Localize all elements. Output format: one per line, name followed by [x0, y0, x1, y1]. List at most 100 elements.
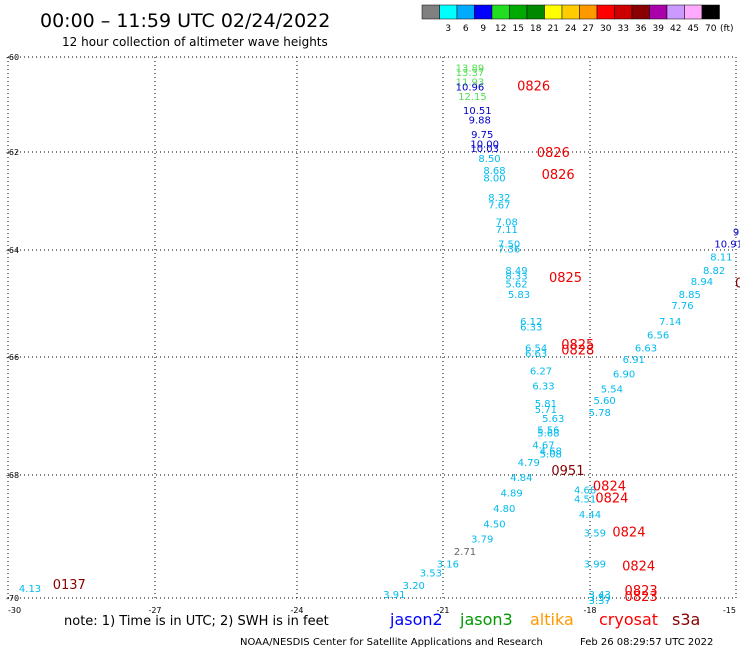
pass-time-label: 0951	[551, 464, 584, 479]
scale-label: 27	[583, 24, 594, 34]
scale-label: 6	[463, 24, 469, 34]
wave-height-label: 4.13	[19, 584, 41, 595]
satellite-jason2: jason2	[389, 610, 443, 629]
wave-height-label: 3.43	[589, 590, 611, 601]
wave-height-label: 5.81	[535, 399, 557, 410]
axis-ticks: -60 -62 -64 -66 -68 -70 -30 -27 -24 -21 -18 -15	[6, 53, 736, 615]
scale-swatch	[491, 4, 510, 20]
pass-time-label: 0823	[625, 584, 658, 599]
wave-height-label: 10.51	[463, 106, 492, 117]
scale-label: 12	[495, 24, 506, 34]
wave-height-label: 11.93	[456, 78, 485, 89]
scale-label: 30	[600, 24, 612, 34]
pass-time-label: 0824	[595, 492, 628, 507]
scale-swatch	[614, 4, 633, 20]
pass-time-label: 0824	[622, 559, 655, 574]
wave-height-label: 7.14	[659, 317, 681, 328]
wave-height-label: 6.90	[613, 370, 635, 381]
scale-swatch	[684, 4, 703, 20]
wave-height-label: 8.49	[505, 266, 527, 277]
footer-credit: NOAA/NESDIS Center for Satellite Applica…	[240, 637, 543, 648]
footer-note: note: 1) Time is in UTC; 2) SWH is in fe…	[64, 614, 329, 629]
lat-tick-label: -64	[6, 246, 19, 255]
wave-height-label: 8.94	[691, 277, 713, 288]
wave-height-label: 4.51	[574, 495, 596, 506]
scale-label: 3	[445, 24, 451, 34]
wave-height-label: 5.68	[537, 429, 559, 440]
wave-height-label: 5.78	[589, 408, 611, 419]
wave-height-label: 6.12	[520, 317, 542, 328]
scale-swatch	[544, 4, 563, 20]
scale-swatch	[474, 4, 493, 20]
scale-label: 36	[635, 24, 647, 34]
wave-height-label: 9.75	[471, 130, 493, 141]
scale-swatch	[666, 4, 685, 20]
lon-tick-label: -30	[8, 606, 21, 615]
lat-tick-label: -66	[6, 353, 19, 362]
satellite-cryosat: cryosat	[599, 610, 658, 629]
wave-height-label: 7.36	[498, 245, 520, 256]
wave-height-label: 6.54	[525, 344, 547, 355]
wave-height-label: 7.76	[671, 301, 693, 312]
wave-height-label: 6.27	[530, 367, 552, 378]
wave-height-label: 4.44	[579, 510, 601, 521]
pass-time-label: 0137	[53, 578, 86, 593]
scale-label: 33	[618, 24, 629, 34]
wave-height-label: 7.67	[488, 200, 510, 211]
satellite-s3a: s3a	[672, 610, 700, 629]
wave-height-label: 9.8	[733, 227, 740, 238]
footer-timestamp: Feb 26 08:29:57 UTC 2022	[580, 637, 713, 648]
wave-height-label: 3.20	[403, 581, 425, 592]
scale-label: 70	[705, 24, 717, 34]
wave-height-label: 5.56	[537, 426, 559, 437]
pass-time-label: 0823	[625, 590, 658, 605]
wave-height-label: 5.83	[508, 290, 530, 301]
wave-height-label: 3.16	[437, 559, 459, 570]
wave-height-label: 3.91	[383, 590, 405, 601]
wave-height-label: 5.71	[535, 405, 557, 416]
wave-height-label: 4.67	[532, 440, 554, 451]
lon-tick-label: -18	[583, 606, 596, 615]
wave-height-label: 8.50	[478, 154, 500, 165]
pass-time-label: 0825	[549, 271, 582, 286]
wave-height-label: 5.60	[593, 396, 615, 407]
pass-time-label: 0826	[517, 79, 550, 94]
subtitle: 12 hour collection of altimeter wave hei…	[62, 35, 328, 49]
wave-height-label: 3.53	[420, 568, 442, 579]
satellite-altika: altika	[530, 610, 574, 629]
wave-height-label: 6.91	[623, 355, 645, 366]
scale-swatch	[579, 4, 598, 20]
wave-height-label: 13.89	[456, 63, 485, 74]
pass-time-label: 0828	[561, 343, 594, 358]
wave-height-label: 13.37	[456, 68, 485, 79]
wave-height-label: 7.08	[496, 218, 518, 229]
scale-swatch	[596, 4, 615, 20]
wave-height-label: 2.71	[454, 547, 476, 558]
scale-swatch	[631, 4, 650, 20]
pass-time-label: 09	[735, 276, 740, 291]
wave-height-label: 9.88	[469, 116, 491, 127]
scale-unit-label: (ft)	[720, 24, 734, 34]
lon-tick-label: -15	[723, 606, 736, 615]
wave-height-label: 10.91	[714, 240, 740, 251]
scale-label: 24	[565, 24, 577, 34]
scale-label: 18	[530, 24, 542, 34]
satellite-jason3: jason3	[459, 610, 513, 629]
wave-height-label: 4.80	[493, 504, 515, 515]
pass-time-label: 0825	[561, 338, 594, 353]
wave-height-label: 4.84	[510, 473, 532, 484]
wave-height-label: 7.50	[498, 240, 520, 251]
wave-height-label: 8.82	[703, 266, 725, 277]
lon-tick-label: -21	[436, 606, 449, 615]
wave-height-label: 6.33	[532, 381, 554, 392]
pass-time-label: 0826	[537, 146, 570, 161]
scale-swatch	[421, 4, 440, 20]
pass-time-label: 0824	[612, 526, 645, 541]
wave-height-label: 8.68	[483, 166, 505, 177]
wave-height-label: 4.50	[483, 519, 505, 530]
scale-swatch	[526, 4, 545, 20]
wave-height-label: 6.56	[647, 330, 669, 341]
wave-height-label: 8.85	[679, 290, 701, 301]
wave-height-label: 10.03	[470, 144, 499, 155]
